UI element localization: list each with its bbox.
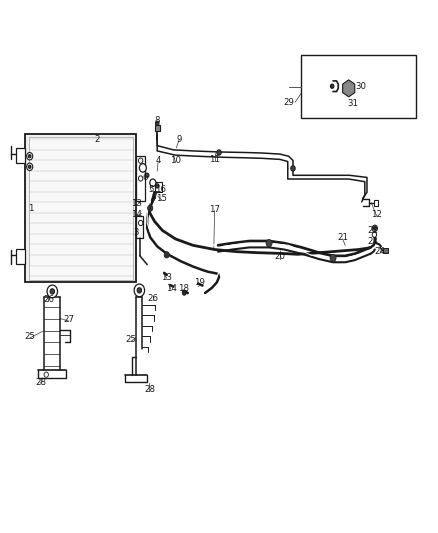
Text: 22: 22 — [367, 226, 378, 235]
Text: 7: 7 — [152, 191, 157, 200]
Circle shape — [372, 225, 378, 231]
Text: 4: 4 — [155, 156, 161, 165]
Text: 1: 1 — [28, 204, 34, 213]
Text: 12: 12 — [371, 210, 382, 219]
Bar — [301, 55, 416, 118]
Circle shape — [134, 284, 145, 297]
Text: 28: 28 — [144, 385, 155, 394]
Text: 18: 18 — [178, 284, 189, 293]
Circle shape — [155, 184, 159, 188]
Circle shape — [346, 85, 351, 92]
Bar — [25, 134, 136, 282]
Circle shape — [28, 155, 31, 158]
Circle shape — [183, 291, 186, 295]
Circle shape — [217, 150, 221, 155]
Text: 17: 17 — [209, 205, 220, 214]
Text: 16: 16 — [155, 185, 166, 194]
Bar — [16, 249, 25, 264]
Text: 21: 21 — [337, 233, 348, 242]
Text: 9: 9 — [176, 135, 182, 144]
Circle shape — [148, 205, 153, 212]
Text: 28: 28 — [35, 377, 46, 386]
Text: 6: 6 — [142, 173, 148, 182]
Circle shape — [28, 165, 31, 168]
Text: 24: 24 — [374, 247, 385, 256]
Text: 11: 11 — [209, 155, 220, 164]
Circle shape — [137, 288, 141, 293]
Text: 25: 25 — [24, 332, 35, 341]
Text: 14: 14 — [166, 284, 177, 293]
Circle shape — [330, 84, 334, 88]
Text: 29: 29 — [283, 98, 294, 107]
Text: 5: 5 — [149, 185, 154, 194]
Bar — [155, 125, 160, 131]
Circle shape — [145, 173, 149, 177]
Circle shape — [155, 121, 159, 125]
Circle shape — [374, 227, 376, 230]
Circle shape — [164, 252, 170, 258]
Text: 26: 26 — [43, 295, 54, 304]
Circle shape — [138, 176, 143, 181]
Text: 15: 15 — [156, 194, 167, 203]
Text: 20: 20 — [275, 253, 286, 262]
Circle shape — [138, 220, 143, 225]
Circle shape — [139, 164, 146, 172]
Circle shape — [291, 166, 295, 171]
Text: 19: 19 — [194, 278, 205, 287]
Circle shape — [266, 239, 272, 247]
Text: 30: 30 — [355, 82, 366, 91]
Bar — [136, 216, 143, 238]
Text: 26: 26 — [147, 294, 159, 303]
Bar — [29, 136, 133, 280]
Text: 2: 2 — [94, 135, 100, 144]
Circle shape — [27, 152, 33, 160]
Text: 8: 8 — [155, 116, 160, 125]
Text: 10: 10 — [170, 156, 181, 165]
Circle shape — [138, 158, 143, 163]
Circle shape — [27, 163, 33, 171]
Circle shape — [150, 179, 156, 187]
Text: 31: 31 — [347, 99, 359, 108]
Circle shape — [372, 232, 377, 237]
Bar — [155, 182, 162, 192]
Circle shape — [44, 372, 48, 377]
Text: 13: 13 — [131, 199, 142, 208]
Text: 13: 13 — [161, 272, 172, 281]
Text: 23: 23 — [367, 237, 378, 246]
Circle shape — [50, 289, 54, 294]
Text: 25: 25 — [126, 335, 137, 344]
Text: 27: 27 — [64, 315, 74, 324]
Bar — [16, 148, 25, 163]
Text: 14: 14 — [131, 210, 142, 219]
Circle shape — [47, 285, 57, 298]
Bar — [383, 248, 388, 253]
Bar — [136, 156, 145, 201]
Bar — [374, 200, 378, 206]
Circle shape — [330, 254, 336, 262]
Text: 3: 3 — [134, 228, 139, 237]
